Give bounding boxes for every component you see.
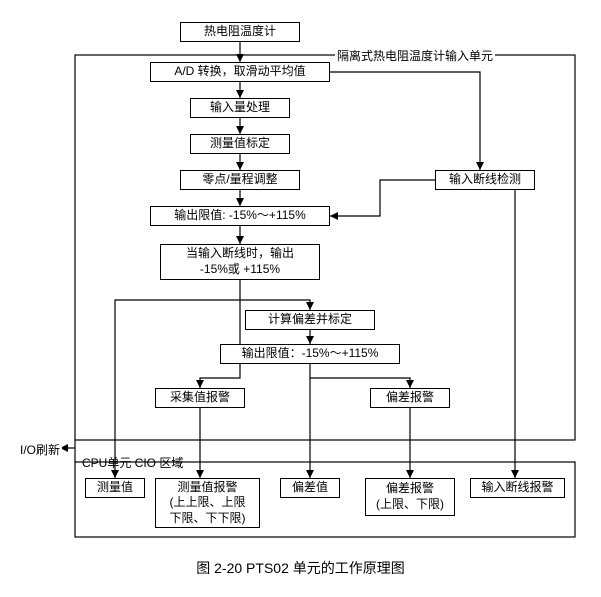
- out-dev-alarm: 偏差报警 (上限、下限): [365, 478, 455, 516]
- label-module-frame: 隔离式热电阻温度计输入单元: [335, 47, 495, 64]
- out-break-alarm: 输入断线报警: [470, 478, 565, 498]
- node-dev-alarm: 偏差报警: [370, 388, 450, 408]
- node-break-output: 当输入断线时，输出 -15%或 +115%: [160, 244, 320, 280]
- connector-lines: [0, 0, 601, 597]
- figure-caption: 图 2-20 PTS02 单元的工作原理图: [0, 558, 601, 578]
- out-dev-value: 偏差值: [280, 478, 340, 498]
- node-sample-alarm: 采集值报警: [155, 388, 245, 408]
- figure-canvas: 热电阻温度计 A/D 转换，取滑动平均值 输入量处理 测量值标定 零点/量程调整…: [0, 0, 601, 597]
- node-rtd: 热电阻温度计: [180, 22, 300, 42]
- node-break-detect: 输入断线检测: [435, 170, 535, 190]
- node-meas-calib: 测量值标定: [190, 134, 290, 154]
- out-meas-value: 测量值: [85, 478, 145, 498]
- node-input-proc: 输入量处理: [190, 98, 290, 118]
- node-out-limit2: 输出限值：-15%～+115%: [220, 344, 400, 364]
- node-ad-convert: A/D 转换，取滑动平均值: [150, 62, 330, 82]
- label-io-refresh: I/O刷新: [18, 441, 62, 458]
- node-out-limit1: 输出限值: -15%～+115%: [150, 206, 330, 226]
- out-meas-alarm: 测量值报警 (上上限、上限 下限、下下限): [155, 478, 260, 528]
- node-dev-calc: 计算偏差并标定: [245, 310, 375, 330]
- label-cpu-cio: CPU单元 CIO 区域: [80, 454, 185, 471]
- node-zero-span: 零点/量程调整: [180, 170, 300, 190]
